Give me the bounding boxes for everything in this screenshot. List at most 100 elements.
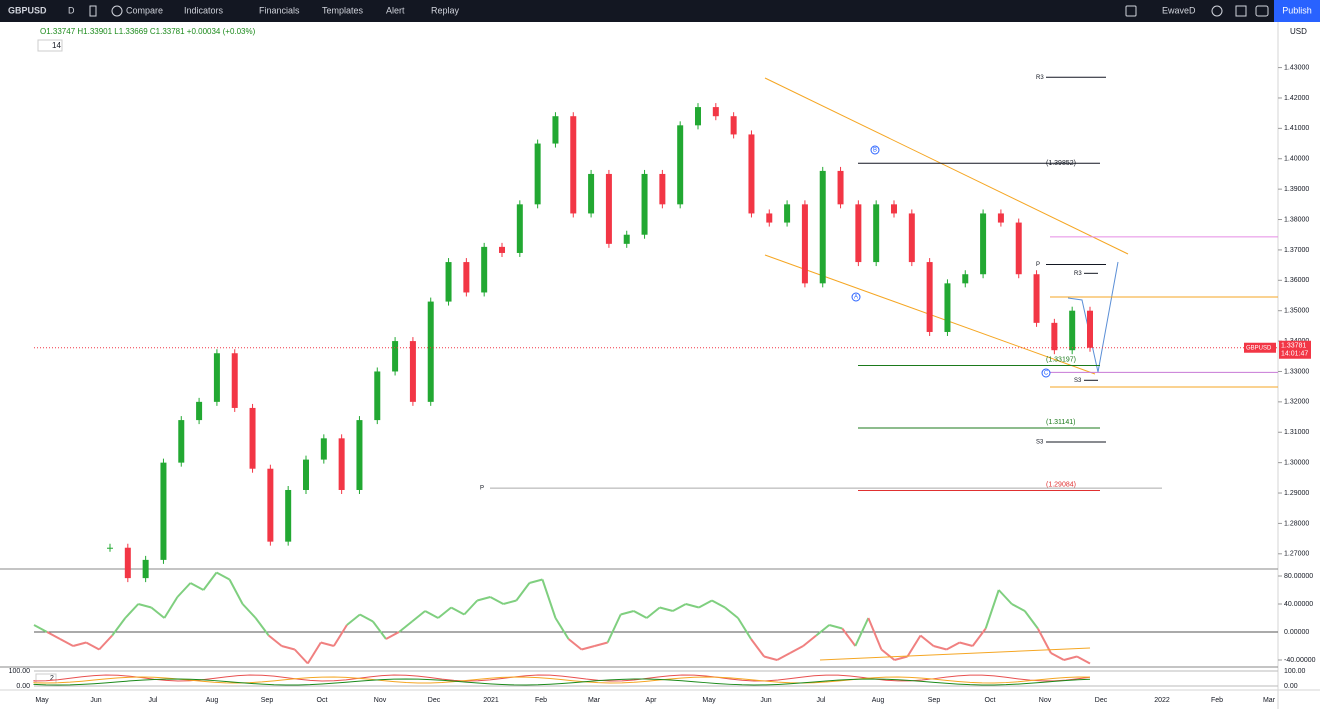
toolbar-item[interactable]: Templates [322, 5, 364, 15]
osc-segment [711, 599, 726, 609]
candle-body [409, 341, 416, 402]
publish-label[interactable]: Publish [1282, 5, 1312, 15]
pivot-label: S3 [1074, 378, 1082, 384]
publish-button[interactable] [1274, 0, 1320, 22]
chart-type-icon[interactable] [89, 5, 97, 17]
time-label: Oct [985, 697, 996, 704]
osc-segment [424, 610, 439, 619]
pivot-label: P [480, 486, 484, 492]
osc-segment [111, 617, 127, 637]
candle-body [677, 125, 684, 205]
osc-segment [802, 634, 817, 647]
candle-body [374, 371, 381, 421]
osc-segment [176, 582, 192, 598]
time-label: Apr [646, 697, 658, 704]
fullscreen-icon[interactable] [1235, 5, 1247, 17]
osc-segment [476, 596, 491, 602]
osc-segment [85, 641, 100, 651]
osc-segment [385, 631, 400, 640]
osc-segment [594, 641, 608, 647]
candle-body [1033, 274, 1040, 323]
osc-segment [411, 610, 426, 623]
price-tick-label: 1.32000 [1284, 399, 1309, 406]
time-label: Aug [206, 697, 219, 704]
osc-segment [633, 610, 648, 619]
fib-label: (1.29084) [1046, 481, 1076, 488]
price-tick-label: 1.43000 [1284, 64, 1309, 71]
time-label: Oct [317, 697, 328, 704]
toolbar-item[interactable]: Indicators [184, 5, 224, 15]
pane3-left-label: 0.00 [16, 683, 30, 690]
candle-body [213, 353, 220, 402]
price-tick-label: 1.33000 [1284, 368, 1309, 375]
osc-segment [372, 620, 387, 640]
time-label: Nov [1039, 697, 1052, 704]
candle-body [249, 407, 256, 469]
candle-body [570, 116, 577, 214]
toolbar-item[interactable]: Compare [126, 5, 163, 15]
osc-segment [998, 589, 1013, 605]
candle-body [267, 468, 274, 542]
toolbar-item[interactable]: Alert [386, 5, 405, 15]
candle-body [552, 116, 559, 144]
price-tick-label: 1.37000 [1284, 247, 1309, 254]
currency[interactable]: USD [1290, 27, 1307, 36]
osc-segment [359, 613, 374, 623]
osc-segment [98, 634, 113, 651]
osc-tick-label: 80.00000 [1284, 573, 1313, 580]
price-tick-label: 1.27000 [1284, 551, 1309, 558]
osc-segment [46, 631, 61, 640]
osc-segment [1011, 603, 1026, 612]
candle-body [784, 204, 791, 223]
time-label: Aug [872, 697, 885, 704]
osc-segment [241, 603, 257, 619]
compare-icon[interactable] [111, 5, 123, 17]
osc-segment [294, 648, 309, 665]
indicator-period: 14 [52, 41, 61, 50]
osc-segment [724, 606, 739, 619]
osc-segment [971, 627, 987, 647]
wave-label: B [873, 148, 877, 154]
osc-segment [437, 606, 452, 619]
interval[interactable]: D [68, 5, 75, 15]
osc-segment [933, 645, 947, 651]
time-label: Jun [760, 697, 771, 704]
candle-body [695, 107, 701, 126]
candle-body [641, 173, 648, 235]
candle-body [499, 246, 505, 253]
osc-segment [841, 627, 857, 647]
candle-body [588, 173, 595, 214]
price-tick-label: 1.30000 [1284, 459, 1309, 466]
time-label: Sep [261, 697, 274, 704]
symbol[interactable]: GBPUSD [8, 5, 47, 15]
osc-segment [124, 603, 140, 619]
toolbar-item[interactable]: Financials [259, 5, 300, 15]
indicator-toggle[interactable] [37, 39, 63, 52]
pane3-tick-label: 100.00 [1284, 668, 1306, 675]
candle-body [962, 274, 969, 284]
osc-segment [854, 617, 870, 647]
candle-body [427, 301, 434, 402]
wave-label: A [854, 295, 858, 301]
osc-segment [33, 624, 48, 633]
snapshot-icon[interactable] [1255, 5, 1269, 17]
osc-segment [867, 617, 883, 650]
time-label: Feb [1211, 697, 1223, 704]
price-tick-label: 1.36000 [1284, 277, 1309, 284]
osc-segment [815, 624, 830, 637]
user-name[interactable]: EwaveD [1162, 5, 1196, 15]
candle-body [178, 420, 185, 463]
osc-segment [646, 606, 661, 619]
osc-segment [620, 610, 634, 616]
candle-body [481, 246, 488, 293]
pivot-label: R3 [1074, 271, 1082, 277]
wave-marker [1041, 368, 1051, 378]
layout-icon[interactable] [1125, 5, 1137, 17]
osc-segment [946, 641, 961, 651]
candle-body [124, 547, 131, 579]
osc-segment [333, 624, 348, 647]
candle-body [748, 134, 755, 214]
toolbar-item[interactable]: Replay [431, 5, 460, 15]
settings-icon[interactable] [1211, 5, 1223, 17]
